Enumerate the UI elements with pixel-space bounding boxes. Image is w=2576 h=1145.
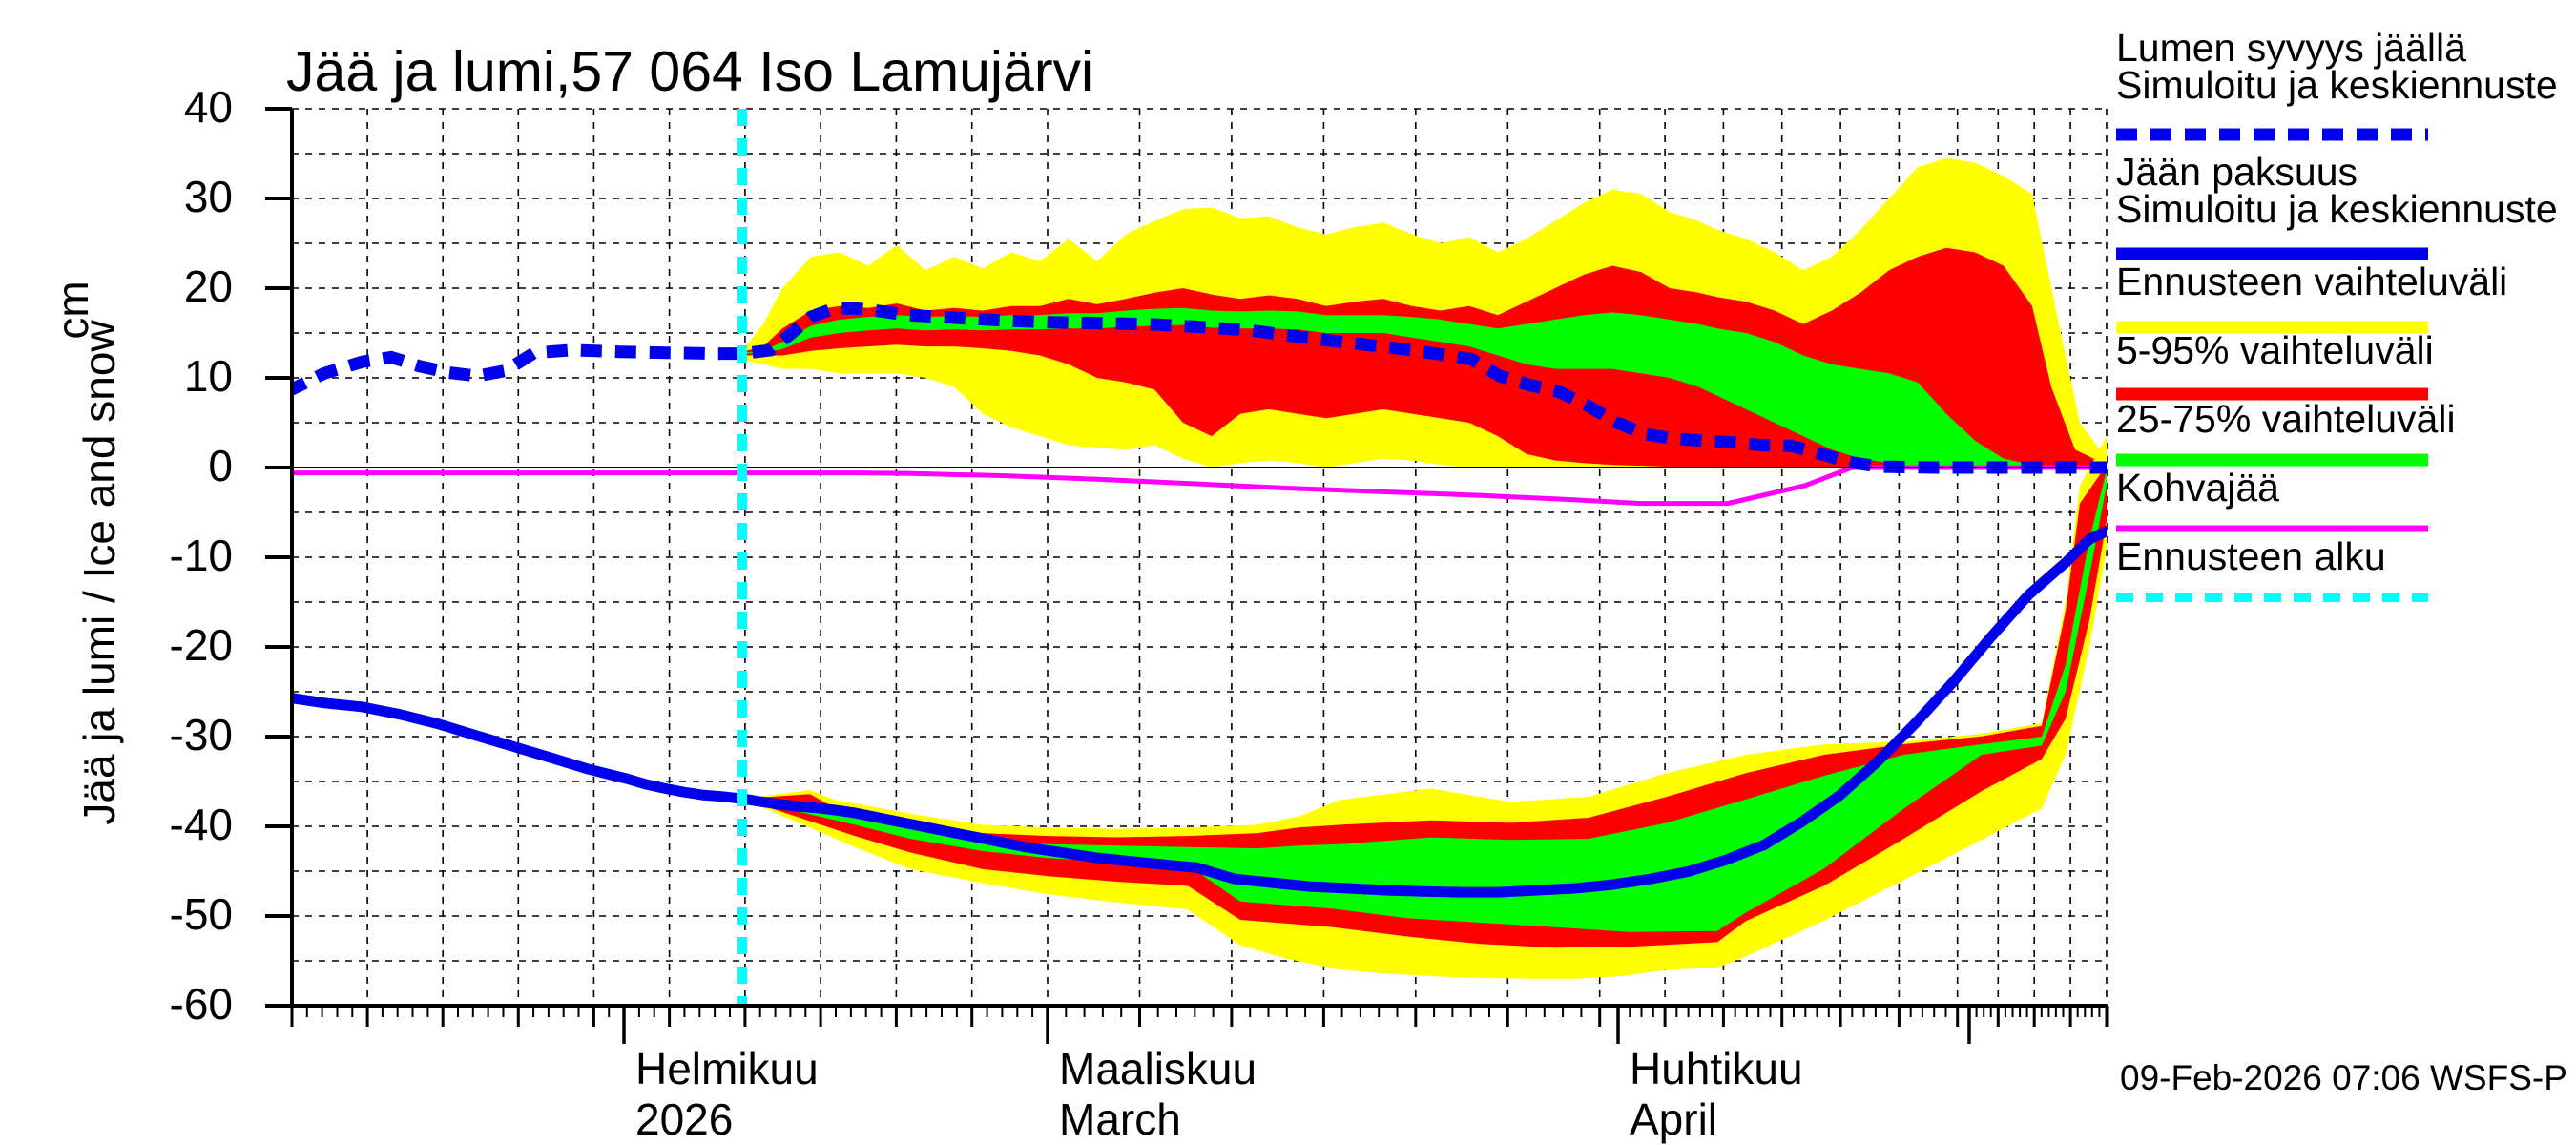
- svg-text:25-75% vaihteluväli: 25-75% vaihteluväli: [2116, 397, 2456, 441]
- svg-text:-20: -20: [170, 620, 233, 670]
- svg-text:Kohvajää: Kohvajää: [2116, 466, 2279, 510]
- svg-text:Maaliskuu: Maaliskuu: [1059, 1044, 1257, 1093]
- svg-text:-10: -10: [170, 531, 233, 580]
- svg-text:Simuloitu ja keskiennuste: Simuloitu ja keskiennuste: [2116, 187, 2558, 231]
- svg-text:0: 0: [208, 441, 233, 490]
- svg-text:Jää ja lumi,57 064 Iso Lamujär: Jää ja lumi,57 064 Iso Lamujärvi: [286, 40, 1093, 103]
- svg-text:40: 40: [184, 82, 233, 132]
- svg-text:cm: cm: [48, 281, 97, 339]
- svg-text:2026: 2026: [635, 1094, 733, 1144]
- svg-text:-40: -40: [170, 800, 233, 849]
- svg-text:Jää ja lumi / Ice and snow: Jää ja lumi / Ice and snow: [74, 320, 124, 825]
- svg-text:-60: -60: [170, 979, 233, 1029]
- svg-text:20: 20: [184, 261, 233, 311]
- svg-text:Helmikuu: Helmikuu: [635, 1044, 819, 1093]
- svg-text:April: April: [1630, 1094, 1717, 1144]
- svg-text:5-95% vaihteluväli: 5-95% vaihteluväli: [2116, 328, 2434, 372]
- svg-text:10: 10: [184, 351, 233, 401]
- svg-text:Simuloitu ja keskiennuste: Simuloitu ja keskiennuste: [2116, 63, 2558, 107]
- svg-text:Ennusteen vaihteluväli: Ennusteen vaihteluväli: [2116, 260, 2507, 303]
- svg-text:Huhtikuu: Huhtikuu: [1630, 1044, 1803, 1093]
- svg-text:March: March: [1059, 1094, 1181, 1144]
- svg-text:09-Feb-2026 07:06 WSFS-P: 09-Feb-2026 07:06 WSFS-P: [2120, 1058, 2567, 1097]
- svg-text:-30: -30: [170, 710, 233, 760]
- svg-text:-50: -50: [170, 889, 233, 939]
- svg-text:Ennusteen alku: Ennusteen alku: [2116, 534, 2386, 578]
- svg-text:30: 30: [184, 172, 233, 221]
